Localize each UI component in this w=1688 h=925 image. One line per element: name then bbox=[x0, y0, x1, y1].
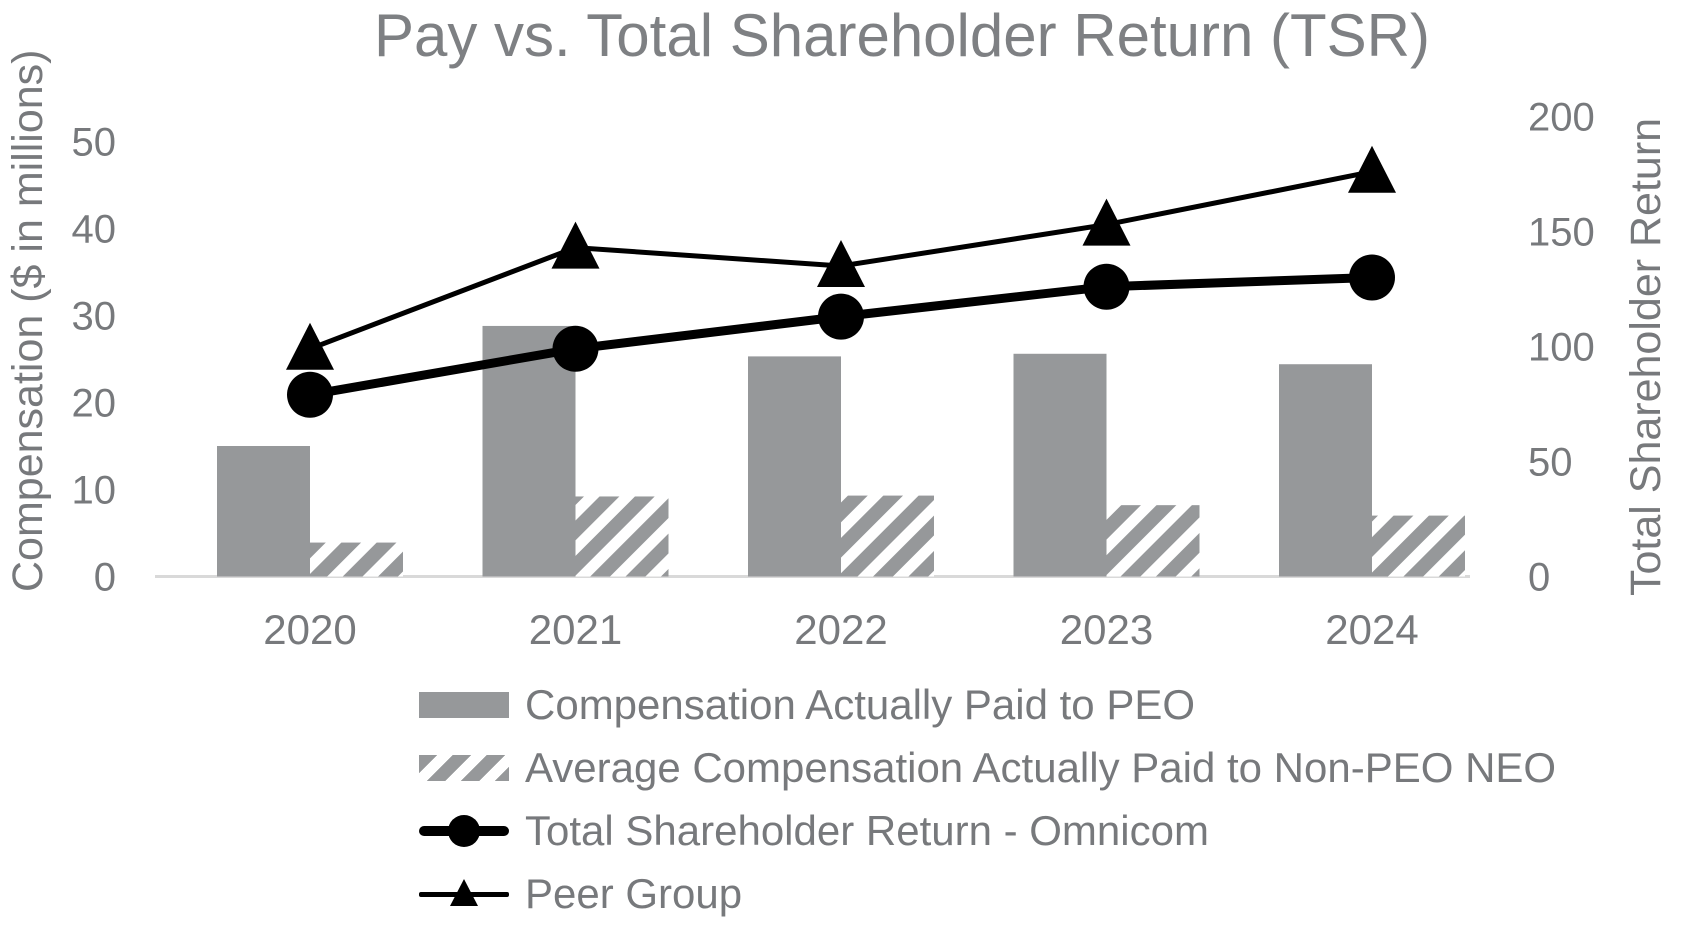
tsr-omnicom-marker-2022 bbox=[818, 293, 864, 340]
left-tick-30: 30 bbox=[72, 295, 117, 339]
legend-label-peo-compensation: Compensation Actually Paid to PEO bbox=[525, 681, 1196, 728]
right-tick-50: 50 bbox=[1528, 441, 1573, 485]
tsr-omnicom-marker-2021 bbox=[552, 325, 599, 372]
chart-title: Pay vs. Total Shareholder Return (TSR) bbox=[373, 2, 1430, 69]
bar-neo-2022 bbox=[841, 495, 934, 577]
left-tick-50: 50 bbox=[72, 121, 117, 165]
bar-neo-2024 bbox=[1372, 515, 1465, 577]
legend-item-neo-compensation: Average Compensation Actually Paid to No… bbox=[419, 743, 1556, 793]
bar-neo-2020 bbox=[310, 542, 403, 577]
hatched-bar-swatch-icon bbox=[419, 755, 509, 781]
legend-item-tsr-omnicom: Total Shareholder Return - Omnicom bbox=[419, 806, 1556, 856]
bar-peo-2022 bbox=[748, 356, 841, 577]
tsr-omnicom-marker-2024 bbox=[1349, 254, 1395, 301]
right-tick-150: 150 bbox=[1528, 211, 1595, 255]
x-label-2021: 2021 bbox=[529, 606, 622, 653]
left-tick-0: 0 bbox=[94, 556, 116, 600]
bar-neo-2021 bbox=[575, 496, 669, 577]
bar-peo-2024 bbox=[1279, 364, 1372, 577]
x-label-2022: 2022 bbox=[794, 606, 887, 653]
right-tick-100: 100 bbox=[1528, 326, 1595, 370]
solid-bar-swatch-icon bbox=[419, 692, 509, 718]
line-circle-swatch-icon bbox=[419, 814, 509, 848]
legend-label-peer-group: Peer Group bbox=[525, 870, 743, 917]
bar-peo-2020 bbox=[217, 446, 310, 577]
circle-marker-icon bbox=[448, 815, 480, 847]
bar-peo-2023 bbox=[1013, 353, 1107, 577]
peer-group-marker-2024 bbox=[1348, 145, 1396, 193]
legend-label-neo-compensation: Average Compensation Actually Paid to No… bbox=[525, 744, 1557, 791]
legend-label-tsr-omnicom: Total Shareholder Return - Omnicom bbox=[525, 807, 1209, 854]
bar-peo-2021 bbox=[482, 325, 576, 577]
peer-group-marker-2023 bbox=[1082, 198, 1131, 246]
right-tick-200: 200 bbox=[1528, 96, 1595, 140]
legend-item-peer-group: Peer Group bbox=[419, 869, 1556, 919]
legend: Compensation Actually Paid to PEO Averag… bbox=[419, 680, 1556, 919]
bar-neo-2023 bbox=[1106, 505, 1200, 577]
tsr-omnicom-marker-2020 bbox=[287, 371, 333, 418]
left-tick-40: 40 bbox=[72, 208, 117, 252]
line-triangle-swatch-icon bbox=[419, 877, 509, 911]
triangle-marker-icon bbox=[450, 879, 478, 906]
x-label-2020: 2020 bbox=[263, 606, 356, 653]
peer-group-marker-2020 bbox=[286, 322, 334, 370]
x-label-2023: 2023 bbox=[1060, 606, 1153, 653]
left-tick-10: 10 bbox=[72, 469, 117, 513]
left-tick-20: 20 bbox=[72, 382, 117, 426]
peer-group-marker-2022 bbox=[817, 240, 865, 287]
legend-item-peo-compensation: Compensation Actually Paid to PEO bbox=[419, 680, 1556, 730]
peer-group-marker-2021 bbox=[551, 221, 600, 269]
x-label-2024: 2024 bbox=[1325, 606, 1418, 653]
right-tick-0: 0 bbox=[1528, 556, 1550, 600]
tsr-omnicom-marker-2023 bbox=[1083, 263, 1130, 310]
